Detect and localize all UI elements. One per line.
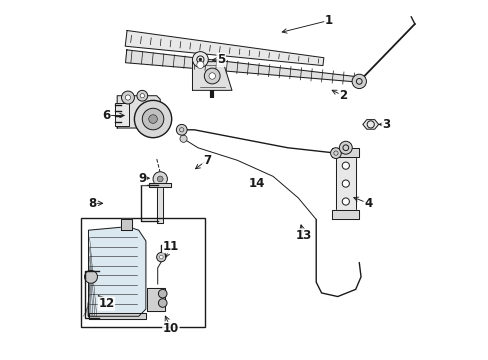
Circle shape: [134, 100, 171, 138]
Polygon shape: [149, 183, 171, 187]
Circle shape: [159, 255, 163, 259]
Polygon shape: [192, 62, 231, 90]
Circle shape: [157, 176, 163, 182]
Polygon shape: [117, 96, 160, 128]
Circle shape: [140, 94, 144, 98]
Bar: [115, 103, 129, 126]
Circle shape: [342, 198, 349, 205]
Circle shape: [142, 108, 163, 130]
Circle shape: [153, 172, 167, 186]
Polygon shape: [157, 187, 163, 223]
Text: 3: 3: [381, 118, 389, 131]
Text: 5: 5: [217, 53, 225, 66]
Text: 12: 12: [98, 297, 114, 310]
Circle shape: [330, 148, 341, 158]
Circle shape: [121, 91, 134, 104]
Text: 2: 2: [338, 89, 346, 102]
Circle shape: [156, 252, 165, 262]
Text: 11: 11: [163, 240, 179, 253]
Circle shape: [342, 180, 349, 187]
Polygon shape: [121, 220, 131, 230]
Circle shape: [204, 68, 220, 84]
Polygon shape: [88, 226, 145, 316]
Circle shape: [158, 299, 167, 307]
Circle shape: [192, 51, 208, 67]
Circle shape: [351, 74, 366, 89]
Text: 7: 7: [203, 154, 210, 167]
Text: 8: 8: [88, 197, 96, 210]
Circle shape: [199, 58, 202, 61]
Text: 10: 10: [163, 322, 179, 335]
Circle shape: [342, 162, 349, 169]
Circle shape: [158, 289, 167, 298]
Circle shape: [137, 90, 147, 101]
Text: 9: 9: [138, 172, 146, 185]
Circle shape: [148, 115, 157, 123]
Text: 1: 1: [324, 14, 332, 27]
Text: 6: 6: [102, 109, 110, 122]
Polygon shape: [147, 288, 164, 311]
Polygon shape: [88, 313, 145, 319]
Polygon shape: [335, 157, 355, 211]
Bar: [81, 218, 204, 327]
Polygon shape: [332, 148, 359, 157]
Polygon shape: [362, 120, 378, 129]
Circle shape: [196, 61, 203, 68]
Polygon shape: [125, 31, 323, 66]
Circle shape: [208, 73, 215, 79]
Text: 14: 14: [248, 177, 264, 190]
Text: 4: 4: [364, 197, 371, 210]
Text: 13: 13: [295, 229, 311, 242]
Circle shape: [125, 95, 130, 100]
Polygon shape: [332, 211, 359, 220]
Circle shape: [180, 135, 187, 142]
Polygon shape: [125, 50, 359, 82]
Circle shape: [84, 270, 97, 283]
Circle shape: [339, 141, 351, 154]
Circle shape: [176, 125, 187, 135]
